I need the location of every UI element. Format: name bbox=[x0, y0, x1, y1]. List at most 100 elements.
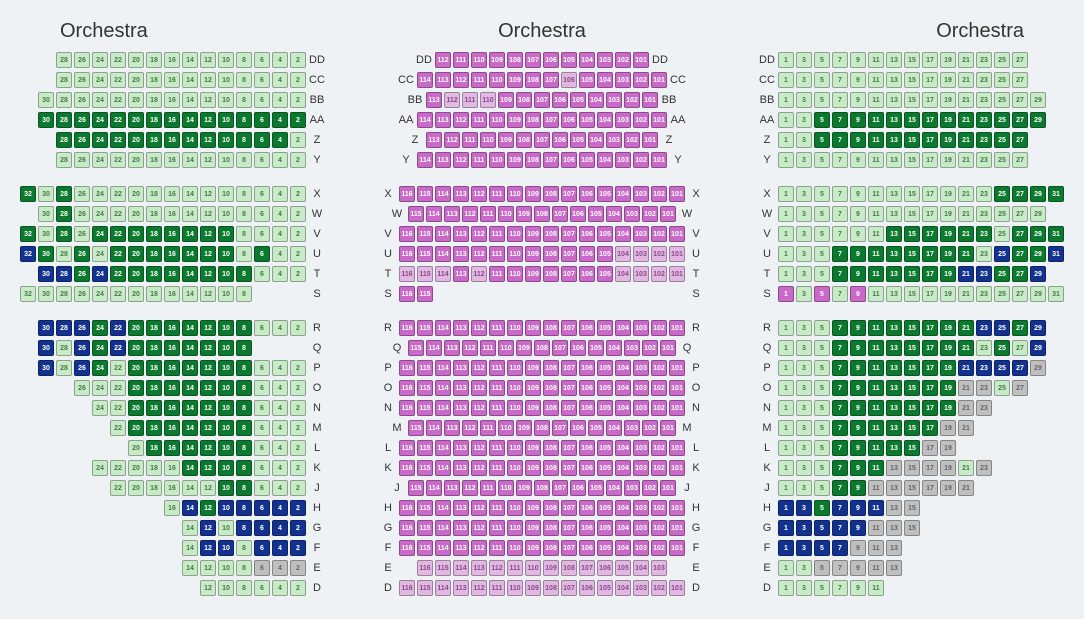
seat[interactable]: 112 bbox=[489, 560, 505, 576]
seat[interactable]: 1 bbox=[778, 360, 794, 376]
seat[interactable]: 30 bbox=[38, 360, 54, 376]
seat[interactable]: 12 bbox=[200, 520, 216, 536]
seat[interactable]: 1 bbox=[778, 420, 794, 436]
seat[interactable]: 115 bbox=[408, 206, 424, 222]
seat[interactable]: 106 bbox=[561, 112, 577, 128]
seat[interactable]: 3 bbox=[796, 420, 812, 436]
seat[interactable]: 109 bbox=[507, 112, 523, 128]
seat[interactable]: 116 bbox=[399, 246, 415, 262]
seat[interactable]: 10 bbox=[218, 186, 234, 202]
seat[interactable]: 116 bbox=[399, 500, 415, 516]
seat[interactable]: 112 bbox=[462, 420, 478, 436]
seat[interactable]: 114 bbox=[417, 112, 433, 128]
seat[interactable]: 112 bbox=[471, 540, 487, 556]
seat[interactable]: 101 bbox=[669, 460, 685, 476]
seat[interactable]: 6 bbox=[254, 520, 270, 536]
seat[interactable]: 12 bbox=[200, 266, 216, 282]
seat[interactable]: 104 bbox=[606, 206, 622, 222]
seat[interactable]: 108 bbox=[534, 420, 550, 436]
seat[interactable]: 26 bbox=[74, 226, 90, 242]
seat[interactable]: 3 bbox=[796, 186, 812, 202]
seat[interactable]: 30 bbox=[38, 92, 54, 108]
seat[interactable]: 27 bbox=[1012, 340, 1028, 356]
seat[interactable]: 5 bbox=[814, 226, 830, 242]
seat[interactable]: 111 bbox=[480, 340, 496, 356]
seat[interactable]: 105 bbox=[570, 132, 586, 148]
seat[interactable]: 8 bbox=[236, 580, 252, 596]
seat[interactable]: 102 bbox=[651, 246, 667, 262]
seat[interactable]: 8 bbox=[236, 480, 252, 496]
seat[interactable]: 116 bbox=[399, 440, 415, 456]
seat[interactable]: 108 bbox=[543, 500, 559, 516]
seat[interactable]: 107 bbox=[543, 72, 559, 88]
seat[interactable]: 17 bbox=[922, 266, 938, 282]
seat[interactable]: 16 bbox=[164, 72, 180, 88]
seat[interactable]: 112 bbox=[471, 500, 487, 516]
seat[interactable]: 19 bbox=[940, 112, 956, 128]
seat[interactable]: 8 bbox=[236, 246, 252, 262]
seat[interactable]: 23 bbox=[976, 72, 992, 88]
seat[interactable]: 25 bbox=[994, 246, 1010, 262]
seat[interactable]: 112 bbox=[444, 132, 460, 148]
seat[interactable]: 116 bbox=[399, 580, 415, 596]
seat[interactable]: 24 bbox=[92, 226, 108, 242]
seat[interactable]: 116 bbox=[399, 540, 415, 556]
seat[interactable]: 114 bbox=[435, 520, 451, 536]
seat[interactable]: 19 bbox=[940, 400, 956, 416]
seat[interactable]: 106 bbox=[579, 460, 595, 476]
seat[interactable]: 20 bbox=[128, 286, 144, 302]
seat[interactable]: 111 bbox=[489, 460, 505, 476]
seat[interactable]: 107 bbox=[534, 132, 550, 148]
seat[interactable]: 27 bbox=[1012, 226, 1028, 242]
seat[interactable]: 2 bbox=[290, 226, 306, 242]
seat[interactable]: 109 bbox=[525, 500, 541, 516]
seat[interactable]: 8 bbox=[236, 92, 252, 108]
seat[interactable]: 6 bbox=[254, 112, 270, 128]
seat[interactable]: 110 bbox=[480, 132, 496, 148]
seat[interactable]: 31 bbox=[1048, 246, 1064, 262]
seat[interactable]: 2 bbox=[290, 440, 306, 456]
seat[interactable]: 11 bbox=[868, 480, 884, 496]
seat[interactable]: 17 bbox=[922, 380, 938, 396]
seat[interactable]: 110 bbox=[507, 580, 523, 596]
seat[interactable]: 114 bbox=[453, 560, 469, 576]
seat[interactable]: 109 bbox=[516, 206, 532, 222]
seat[interactable]: 101 bbox=[669, 540, 685, 556]
seat[interactable]: 4 bbox=[272, 226, 288, 242]
seat[interactable]: 1 bbox=[778, 560, 794, 576]
seat[interactable]: 13 bbox=[886, 132, 902, 148]
seat[interactable]: 115 bbox=[408, 480, 424, 496]
seat[interactable]: 25 bbox=[994, 52, 1010, 68]
seat[interactable]: 7 bbox=[832, 206, 848, 222]
seat[interactable]: 4 bbox=[272, 360, 288, 376]
seat[interactable]: 108 bbox=[543, 226, 559, 242]
seat[interactable]: 29 bbox=[1030, 340, 1046, 356]
seat[interactable]: 3 bbox=[796, 152, 812, 168]
seat[interactable]: 26 bbox=[74, 360, 90, 376]
seat[interactable]: 103 bbox=[633, 320, 649, 336]
seat[interactable]: 113 bbox=[453, 540, 469, 556]
seat[interactable]: 16 bbox=[164, 186, 180, 202]
seat[interactable]: 109 bbox=[516, 480, 532, 496]
seat[interactable]: 108 bbox=[525, 72, 541, 88]
seat[interactable]: 4 bbox=[272, 72, 288, 88]
seat[interactable]: 116 bbox=[399, 266, 415, 282]
seat[interactable]: 12 bbox=[200, 246, 216, 262]
seat[interactable]: 3 bbox=[796, 500, 812, 516]
seat[interactable]: 1 bbox=[778, 206, 794, 222]
seat[interactable]: 111 bbox=[489, 266, 505, 282]
seat[interactable]: 16 bbox=[164, 340, 180, 356]
seat[interactable]: 18 bbox=[146, 52, 162, 68]
seat[interactable]: 114 bbox=[435, 266, 451, 282]
seat[interactable]: 11 bbox=[868, 186, 884, 202]
seat[interactable]: 5 bbox=[814, 380, 830, 396]
seat[interactable]: 3 bbox=[796, 480, 812, 496]
seat[interactable]: 27 bbox=[1012, 132, 1028, 148]
seat[interactable]: 19 bbox=[940, 72, 956, 88]
seat[interactable]: 7 bbox=[832, 132, 848, 148]
seat[interactable]: 27 bbox=[1012, 206, 1028, 222]
seat[interactable]: 112 bbox=[471, 440, 487, 456]
seat[interactable]: 110 bbox=[507, 460, 523, 476]
seat[interactable]: 106 bbox=[579, 520, 595, 536]
seat[interactable]: 6 bbox=[254, 360, 270, 376]
